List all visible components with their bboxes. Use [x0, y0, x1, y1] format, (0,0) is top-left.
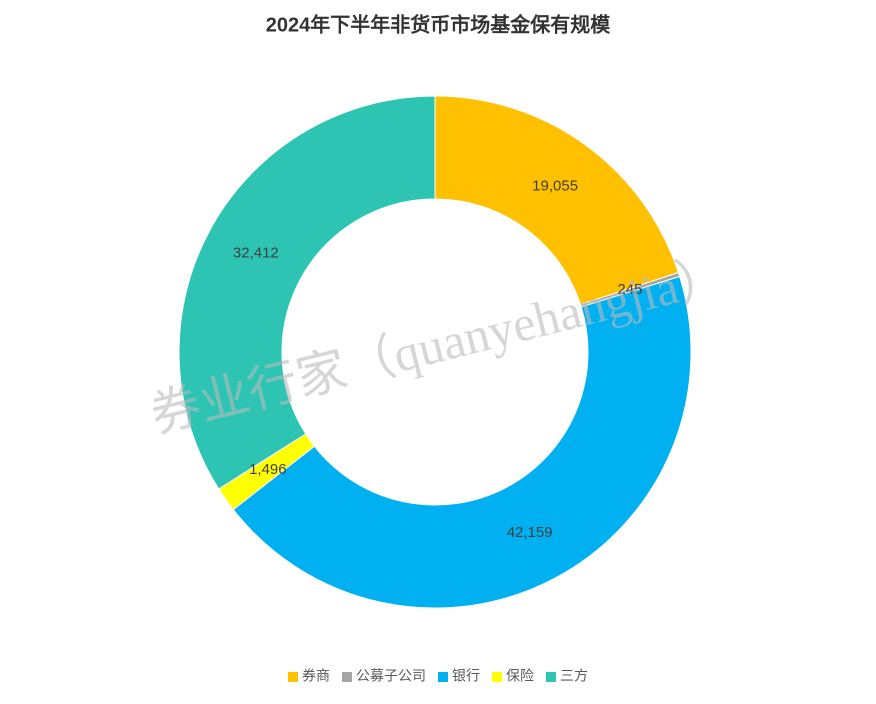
legend-label: 三方 [560, 668, 588, 684]
legend-swatch [288, 672, 298, 682]
value-label: 32,412 [233, 244, 279, 261]
donut-slice [232, 275, 692, 609]
legend-swatch [546, 672, 556, 682]
value-label: 42,159 [507, 524, 553, 541]
legend-label: 保险 [506, 668, 534, 684]
donut [178, 95, 692, 609]
value-label: 19,055 [532, 177, 578, 194]
legend-label: 券商 [302, 668, 330, 684]
legend-label: 银行 [452, 668, 480, 684]
donut-slice [434, 95, 680, 306]
donut-slice [178, 95, 436, 490]
legend-swatch [492, 672, 502, 682]
legend-swatch [342, 672, 352, 682]
legend-swatch [438, 672, 448, 682]
value-label: 1,496 [249, 461, 287, 478]
value-label: 245 [617, 281, 642, 298]
value-labels: 19,055 245 42,159 1,496 32,412 [233, 177, 643, 541]
legend-label: 公募子公司 [356, 668, 426, 684]
legend: 券商 公募子公司 银行 保险 三方 [288, 668, 588, 684]
chart-title: 2024年下半年非货币市场基金保有规模 [266, 12, 611, 36]
